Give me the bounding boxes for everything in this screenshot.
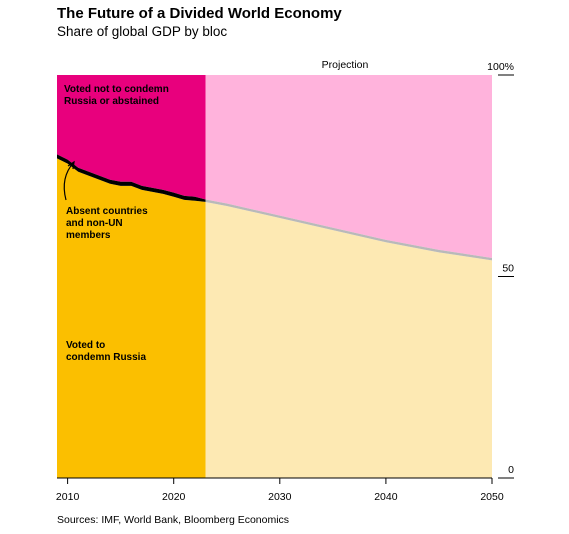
- x-tick-label: 2050: [480, 491, 504, 503]
- x-tick-label: 2030: [268, 491, 292, 503]
- y-tick-label: 0: [508, 464, 514, 476]
- chart-subtitle: Share of global GDP by bloc: [57, 24, 228, 39]
- x-tick-label: 2040: [374, 491, 398, 503]
- area-absent-historical: [57, 154, 206, 202]
- absent-label-arrowhead: [67, 160, 75, 170]
- area-absent-projection: [205, 199, 492, 261]
- area-condemn-historical: [57, 158, 206, 478]
- area-not-condemn-historical: [57, 75, 206, 200]
- x-tick-label: 2020: [162, 491, 186, 503]
- label-condemn: Voted to condemn Russia: [66, 340, 146, 363]
- absent-label-arrow: [63, 161, 75, 201]
- y-tick-label: 100%: [487, 61, 514, 73]
- area-not-condemn-projection: [205, 75, 492, 258]
- x-tick-label: 2010: [56, 491, 80, 503]
- chart-title: The Future of a Divided World Economy: [57, 5, 342, 22]
- projection-label: Projection: [322, 59, 369, 71]
- source-note: Sources: IMF, World Bank, Bloomberg Econ…: [57, 514, 290, 526]
- label-not-condemn: Voted not to condemn Russia or abstained: [64, 84, 169, 107]
- y-tick-label: 50: [502, 263, 514, 275]
- label-absent: Absent countries and non-UN members: [66, 206, 148, 241]
- area-condemn-projection: [205, 201, 492, 478]
